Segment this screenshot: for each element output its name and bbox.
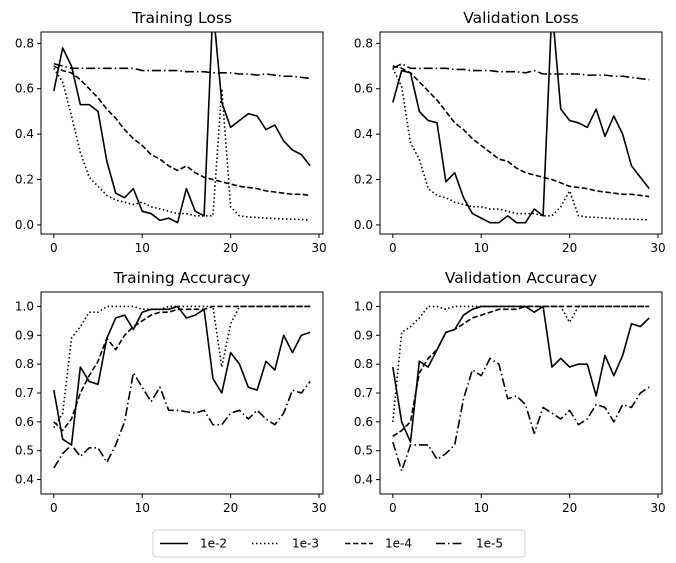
series-group — [392, 32, 650, 224]
legend-label-1e-2: 1e-2 — [200, 537, 227, 551]
y-tick-label: 0.8 — [15, 36, 34, 50]
chart-title: Validation Loss — [463, 9, 578, 27]
x-tick-label: 20 — [562, 241, 577, 255]
x-tick-label: 30 — [311, 241, 326, 255]
x-tick-label: 20 — [562, 501, 577, 515]
legend-label-1e-4: 1e-4 — [385, 537, 412, 551]
x-tick-label: 0 — [50, 501, 58, 515]
plot-frame — [379, 31, 663, 235]
legend-label-1e-5: 1e-5 — [476, 537, 503, 551]
y-tick-label: 0.4 — [354, 127, 373, 141]
series-line-1e-5 — [392, 357, 650, 472]
y-tick-label: 0.8 — [15, 357, 34, 371]
chart-panel-4: 0 10 20 30 0.4 0.5 0.6 0.7 0.8 0.9 1.0 Validation A… — [354, 269, 666, 515]
x-tick-label: 30 — [311, 501, 326, 515]
series-line-1e-2 — [392, 32, 650, 224]
x-tick-label: 30 — [650, 241, 665, 255]
series-line-1e-4 — [392, 305, 650, 437]
series-line-1e-2 — [392, 305, 650, 443]
y-tick-label: 0.0 — [15, 218, 34, 232]
y-tick-label: 0.5 — [354, 444, 373, 458]
chart-title: Training Accuracy — [113, 269, 251, 287]
y-tick-label: 0.0 — [354, 218, 373, 232]
series-group — [53, 305, 311, 469]
x-tick-label: 10 — [474, 241, 489, 255]
y-tick-label: 0.2 — [15, 173, 34, 187]
x-tick-label: 10 — [474, 501, 489, 515]
series-line-1e-5 — [392, 62, 650, 81]
x-tick-label: 10 — [135, 501, 150, 515]
y-tick-label: 0.8 — [354, 36, 373, 50]
plot-frame — [379, 291, 663, 495]
series-line-1e-4 — [392, 65, 650, 198]
series-group — [392, 305, 650, 472]
legend-box — [152, 529, 526, 558]
series-line-1e-4 — [53, 305, 311, 432]
y-tick-label: 0.7 — [15, 386, 34, 400]
y-tick-label: 0.6 — [15, 415, 34, 429]
legend-label-1e-3: 1e-3 — [292, 537, 319, 551]
series-line-1e-4 — [53, 65, 311, 197]
x-tick-label: 20 — [223, 501, 238, 515]
plot-frame — [40, 31, 324, 235]
chart-panel-2: 0 10 20 30 0.0 0.2 0.4 0.6 0.8 Validation Loss — [354, 9, 666, 255]
y-tick-label: 0.4 — [15, 473, 34, 487]
series-line-1e-3 — [392, 67, 650, 221]
y-tick-label: 0.5 — [15, 444, 34, 458]
series-line-1e-2 — [53, 32, 311, 224]
y-tick-label: 0.6 — [15, 82, 34, 96]
y-tick-label: 0.4 — [354, 473, 373, 487]
y-tick-label: 0.6 — [354, 415, 373, 429]
x-tick-label: 30 — [650, 501, 665, 515]
x-tick-label: 10 — [135, 241, 150, 255]
y-tick-label: 0.9 — [354, 328, 373, 342]
chart-title: Training Loss — [131, 9, 232, 27]
y-tick-label: 0.8 — [354, 357, 373, 371]
x-tick-label: 0 — [389, 501, 397, 515]
x-tick-label: 0 — [50, 241, 58, 255]
y-tick-label: 0.4 — [15, 127, 34, 141]
y-tick-label: 1.0 — [354, 299, 373, 313]
series-line-1e-3 — [53, 67, 311, 221]
series-line-1e-2 — [53, 305, 311, 446]
series-line-1e-5 — [53, 371, 311, 469]
y-tick-label: 0.9 — [15, 328, 34, 342]
x-tick-label: 20 — [223, 241, 238, 255]
series-group — [53, 32, 311, 224]
y-tick-label: 0.6 — [354, 82, 373, 96]
y-tick-label: 1.0 — [15, 299, 34, 313]
series-line-1e-3 — [392, 305, 650, 422]
series-line-1e-5 — [53, 63, 311, 80]
chart-panel-1: 0 10 20 30 0.0 0.2 0.4 0.6 0.8 Training Loss — [15, 9, 327, 255]
chart-panel-3: 0 10 20 30 0.4 0.5 0.6 0.7 0.8 0.9 1.0 Training Acc… — [15, 269, 327, 515]
legend: 1e-2 1e-3 1e-4 1e-5 — [152, 529, 526, 558]
y-tick-label: 0.7 — [354, 386, 373, 400]
y-tick-label: 0.2 — [354, 173, 373, 187]
x-tick-label: 0 — [389, 241, 397, 255]
chart-title: Validation Accuracy — [445, 269, 597, 287]
